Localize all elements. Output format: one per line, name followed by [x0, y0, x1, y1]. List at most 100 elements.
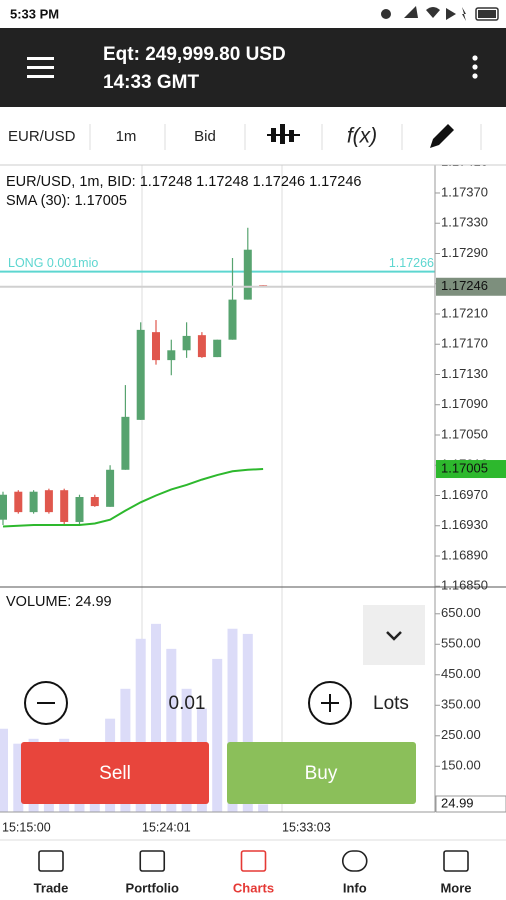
status-bar [0, 0, 506, 28]
quantity: 0.01 [169, 693, 206, 714]
plot: LONG 0.001mio 1.17266 [0, 227, 435, 812]
sma-tag-label: 1.17005 [441, 460, 488, 475]
nav-item[interactable]: Charts [233, 850, 274, 895]
nav-icon [139, 850, 166, 872]
timeframe-select[interactable]: 1m [116, 128, 137, 145]
y-tick-label: 650.00 [441, 605, 481, 620]
y-tick-label: 1.16970 [441, 487, 488, 502]
tags: 1.17246 1.17005 24.99 [435, 277, 506, 813]
y-tick-label: 1.17290 [441, 245, 488, 260]
nav-item[interactable]: Trade [34, 850, 69, 895]
nav-label: More [440, 880, 471, 895]
y-tick-label: 1.17170 [441, 336, 488, 351]
candle-body [90, 497, 99, 507]
equity: Eqt: 249,999.80 USD [103, 44, 286, 65]
chart-legend: EUR/USD, 1m, BID: 1.17248 1.17248 1.1724… [6, 174, 361, 190]
collapse-button[interactable] [363, 605, 425, 665]
nav-item[interactable]: Info [341, 850, 368, 895]
nav-icon [443, 850, 469, 872]
unit: Lots [373, 693, 409, 714]
chevron-icon [386, 631, 402, 641]
volume-bar [166, 648, 177, 812]
candle-body [106, 469, 115, 507]
nav-items: Trade Portfolio Charts Info More [34, 850, 472, 895]
y-tick-label: 1.17370 [441, 184, 488, 199]
y-tick-label: 1.17330 [441, 215, 488, 230]
x-tick-label: 15:24:01 [142, 820, 191, 834]
y-tick-label: 150.00 [441, 758, 481, 773]
sma-tag [436, 460, 506, 479]
candle-body [152, 332, 160, 361]
candle-body [121, 416, 130, 470]
candle-body [14, 491, 23, 513]
sma-line [2, 468, 264, 528]
bid-tag [436, 277, 506, 296]
symbol-select[interactable]: EUR/USD [8, 128, 76, 145]
volume-bar [151, 623, 161, 812]
volume-bar [227, 628, 238, 812]
y-tick-label: 1.16850 [441, 578, 488, 593]
chart-type-button[interactable] [267, 124, 300, 144]
volume-tag-label: 24.99 [441, 795, 474, 810]
candle-body [0, 494, 7, 520]
time-axis: 15:15:00 15:24:01 15:33:03 [2, 820, 331, 834]
candle-body [182, 335, 191, 351]
y-tick-label: 1.17130 [441, 366, 488, 381]
volume-tag [435, 795, 506, 813]
volume-bar [135, 638, 146, 812]
nav-icon [341, 850, 368, 872]
volume-bar [13, 743, 24, 812]
sell-button[interactable] [21, 742, 209, 804]
candle-body [228, 299, 237, 340]
y-tick-label: 1.16890 [441, 547, 488, 562]
toolbar [0, 107, 506, 165]
candle-body [44, 490, 53, 513]
nav-item[interactable]: Portfolio [126, 850, 179, 895]
nav-icon [240, 850, 267, 872]
y-tick-label: 1.17210 [441, 305, 488, 320]
status-icons [381, 6, 499, 21]
y-tick-label: 350.00 [441, 697, 481, 712]
bid-tag-label: 1.17246 [441, 278, 488, 293]
candle-body [243, 249, 252, 300]
bottom-nav [0, 840, 506, 900]
candle-body [136, 329, 145, 420]
buy-label: Buy [305, 763, 338, 784]
volume-bar [242, 633, 253, 812]
draw-button[interactable] [430, 124, 454, 148]
nav-label: Portfolio [126, 880, 179, 895]
volume-title: VOLUME: 24.99 [6, 594, 112, 610]
x-tick-label: 15:33:03 [282, 820, 331, 834]
y-tick-label: 1.17050 [441, 426, 488, 441]
server-time: 14:33 GMT [103, 72, 199, 93]
nav-icon [38, 850, 64, 872]
clock: 5:33 PM [10, 6, 59, 21]
y-tick-label: 450.00 [441, 666, 481, 681]
x-tick-label: 15:15:00 [2, 820, 51, 834]
candle-body [75, 497, 84, 522]
app-bar [0, 28, 506, 107]
candle-body [60, 490, 69, 522]
y-tick-label: 1.17410 [441, 154, 488, 169]
volume-bar [0, 728, 8, 812]
y-tick-label: 1.16930 [441, 517, 488, 532]
price-type-select[interactable]: Bid [194, 128, 216, 145]
menu-button[interactable] [27, 57, 54, 78]
nav-item[interactable]: More [440, 850, 472, 895]
nav-label: Trade [34, 880, 69, 895]
indicators-button[interactable]: f(x) [347, 125, 377, 148]
position-label: LONG 0.001mio [8, 256, 98, 270]
candle-body [167, 350, 176, 361]
buy-button[interactable] [227, 742, 416, 804]
nav-label: Charts [233, 880, 274, 895]
candle-body [29, 491, 38, 513]
overflow-button[interactable] [472, 55, 478, 79]
candle-body [197, 335, 206, 358]
y-tick-label: 250.00 [441, 727, 481, 742]
y-tick-label: 550.00 [441, 636, 481, 651]
indicator-legend: SMA (30): 1.17005 [6, 193, 127, 209]
volume-bar [212, 658, 223, 812]
volume-bar [258, 804, 269, 812]
